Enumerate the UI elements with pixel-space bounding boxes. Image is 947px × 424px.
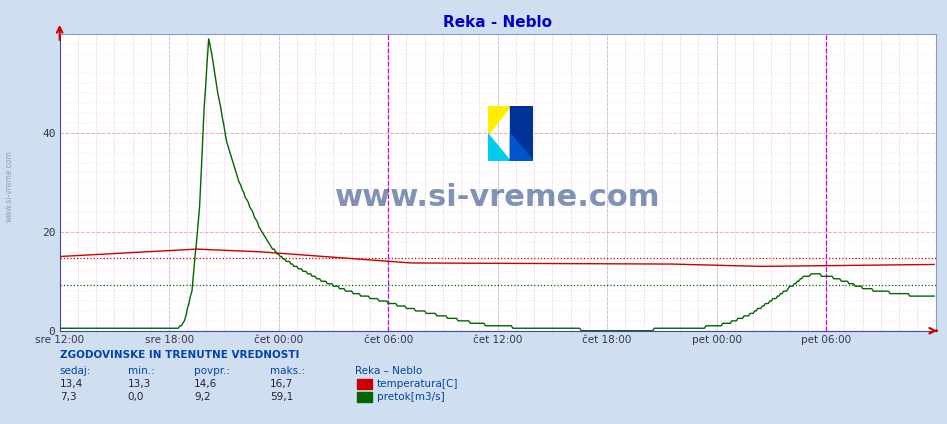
Polygon shape	[510, 134, 533, 161]
Text: www.si-vreme.com: www.si-vreme.com	[335, 183, 660, 212]
Polygon shape	[488, 134, 510, 161]
Text: Reka – Neblo: Reka – Neblo	[355, 366, 422, 377]
Bar	[510, 106, 533, 161]
Text: 9,2: 9,2	[194, 392, 211, 402]
Text: temperatura[C]: temperatura[C]	[377, 379, 458, 389]
Text: 59,1: 59,1	[270, 392, 294, 402]
Text: 16,7: 16,7	[270, 379, 294, 389]
Text: ZGODOVINSKE IN TRENUTNE VREDNOSTI: ZGODOVINSKE IN TRENUTNE VREDNOSTI	[60, 350, 299, 360]
Text: pretok[m3/s]: pretok[m3/s]	[377, 392, 445, 402]
Text: maks.:: maks.:	[270, 366, 305, 377]
Title: Reka - Neblo: Reka - Neblo	[443, 15, 552, 30]
Polygon shape	[488, 106, 510, 134]
Text: povpr.:: povpr.:	[194, 366, 230, 377]
Text: 13,4: 13,4	[60, 379, 83, 389]
Text: 14,6: 14,6	[194, 379, 218, 389]
Text: www.si-vreme.com: www.si-vreme.com	[5, 151, 14, 223]
Text: min.:: min.:	[128, 366, 154, 377]
Text: 13,3: 13,3	[128, 379, 152, 389]
Text: 0,0: 0,0	[128, 392, 144, 402]
Text: 7,3: 7,3	[60, 392, 77, 402]
Text: sedaj:: sedaj:	[60, 366, 91, 377]
